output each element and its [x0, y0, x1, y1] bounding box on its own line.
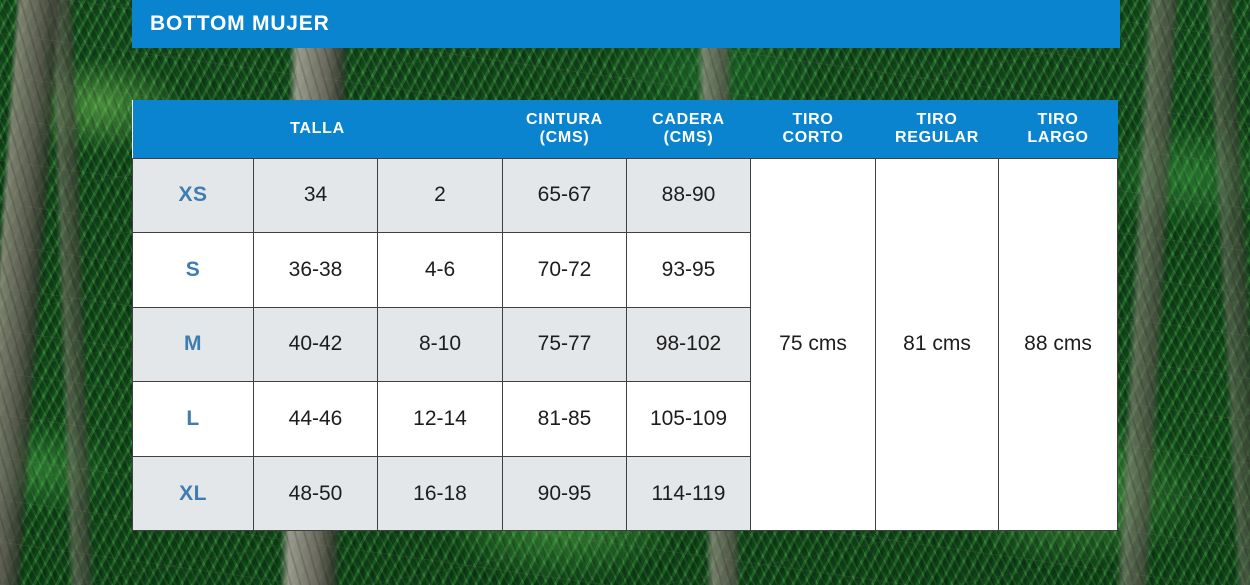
cell-tiro-corto: 75 cms — [750, 157, 876, 532]
table-row: XL 48-50 16-18 90-95 114-119 — [132, 455, 1118, 532]
header-tiro-corto: TIRO CORTO — [750, 100, 876, 158]
cell-hip: 114-119 — [626, 455, 751, 532]
cell-eu: 44-46 — [253, 381, 378, 457]
cell-hip: 88-90 — [626, 157, 751, 234]
table-header: TALLA CINTURA (CMS) CADERA (CMS) TIRO CO… — [132, 100, 1118, 158]
header-row: TALLA CINTURA (CMS) CADERA (CMS) TIRO CO… — [132, 100, 1118, 158]
header-tiro-regular-line2: REGULAR — [894, 128, 979, 146]
table-row: M 40-42 8-10 75-77 98-102 — [132, 306, 1118, 383]
cell-hip: 105-109 — [626, 381, 751, 457]
header-cadera: CADERA (CMS) — [626, 100, 751, 158]
cell-eu: 48-50 — [253, 455, 378, 532]
cell-waist: 81-85 — [502, 381, 627, 457]
size-chart-table: TALLA CINTURA (CMS) CADERA (CMS) TIRO CO… — [132, 100, 1118, 532]
page-title: BOTTOM MUJER — [150, 12, 330, 35]
table-body: XS 34 2 65-67 88-90 75 cms 81 cms 88 cms… — [132, 157, 1118, 532]
cell-tiro-largo: 88 cms — [998, 157, 1118, 532]
cell-tiro-regular: 81 cms — [875, 157, 999, 532]
header-tiro-corto-line1: TIRO — [792, 110, 834, 128]
header-tiro-regular: TIRO REGULAR — [875, 100, 999, 158]
header-tiro-largo: TIRO LARGO — [998, 100, 1118, 158]
table-row: XS 34 2 65-67 88-90 75 cms 81 cms 88 cms — [132, 157, 1118, 532]
cell-hip: 93-95 — [626, 232, 751, 308]
header-cintura: CINTURA (CMS) — [502, 100, 627, 158]
header-cadera-line2: (CMS) — [663, 128, 714, 146]
header-tiro-largo-line2: LARGO — [1027, 128, 1089, 146]
cell-hip: 98-102 — [626, 306, 751, 383]
cell-us: 8-10 — [377, 306, 503, 383]
header-cintura-line2: (CMS) — [539, 128, 590, 146]
header-tiro-largo-line1: TIRO — [1037, 110, 1079, 128]
cell-us: 16-18 — [377, 455, 503, 532]
table-row: L 44-46 12-14 81-85 105-109 — [132, 381, 1118, 457]
cell-eu: 36-38 — [253, 232, 378, 308]
table-row: S 36-38 4-6 70-72 93-95 — [132, 232, 1118, 308]
cell-waist: 75-77 — [502, 306, 627, 383]
header-cintura-line1: CINTURA — [526, 110, 603, 128]
cell-eu: 34 — [253, 157, 378, 234]
cell-size: XL — [132, 455, 254, 532]
header-tiro-regular-line1: TIRO — [916, 110, 958, 128]
header-cadera-line1: CADERA — [652, 110, 725, 128]
cell-size: M — [132, 306, 254, 383]
cell-eu: 40-42 — [253, 306, 378, 383]
cell-size: S — [132, 232, 254, 308]
cell-waist: 65-67 — [502, 157, 627, 234]
chart-title-bar: BOTTOM MUJER — [132, 0, 1120, 48]
cell-size: L — [132, 381, 254, 457]
cell-us: 2 — [377, 157, 503, 234]
header-tiro-corto-line2: CORTO — [782, 128, 844, 146]
cell-waist: 70-72 — [502, 232, 627, 308]
cell-us: 4-6 — [377, 232, 503, 308]
cell-waist: 90-95 — [502, 455, 627, 532]
cell-us: 12-14 — [377, 381, 503, 457]
header-talla: TALLA — [132, 100, 503, 158]
cell-size: XS — [132, 157, 254, 234]
